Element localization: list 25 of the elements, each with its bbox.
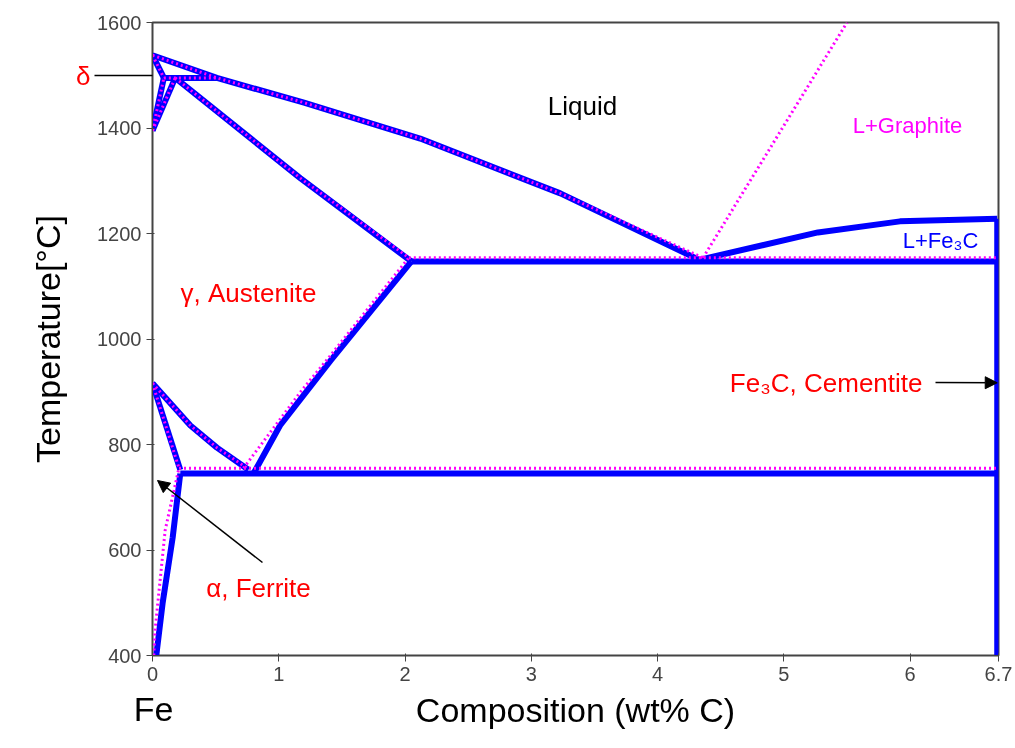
- y-tick-label: 800: [108, 433, 142, 456]
- annotation: α, Ferrite: [206, 572, 311, 603]
- annotation: Fe₃C, Cementite: [729, 367, 923, 398]
- annotation: Liquid: [547, 90, 618, 121]
- y-tick-label: 400: [108, 644, 142, 667]
- text: Fe: [133, 689, 174, 728]
- y-tick-label: 1000: [97, 328, 142, 350]
- annotation: L+Graphite: [852, 113, 963, 138]
- y-tick-label: 1600: [97, 11, 142, 34]
- x-tick-label: 2: [399, 662, 411, 685]
- x-tick-label: 3: [525, 662, 537, 685]
- x-axis-title: Composition (wt% C): [415, 690, 736, 729]
- x-tick-label: 5: [778, 662, 790, 685]
- x-tick-label: 6: [904, 662, 916, 685]
- annotation: γ, Austenite: [180, 277, 317, 308]
- y-tick-label: 1400: [97, 117, 142, 139]
- text: δ: [76, 60, 91, 91]
- x-tick-label: 0: [146, 662, 159, 685]
- x-tick-label: 1: [273, 662, 285, 685]
- y-tick-label: 1200: [97, 222, 142, 245]
- annotation: L+Fe₃C: [902, 228, 979, 253]
- y-tick-label: 600: [108, 539, 142, 561]
- x-tick-label: 6.7: [984, 662, 1013, 685]
- y-axis-title: Temperature[°C]: [29, 215, 68, 463]
- x-tick-label: 4: [652, 662, 664, 685]
